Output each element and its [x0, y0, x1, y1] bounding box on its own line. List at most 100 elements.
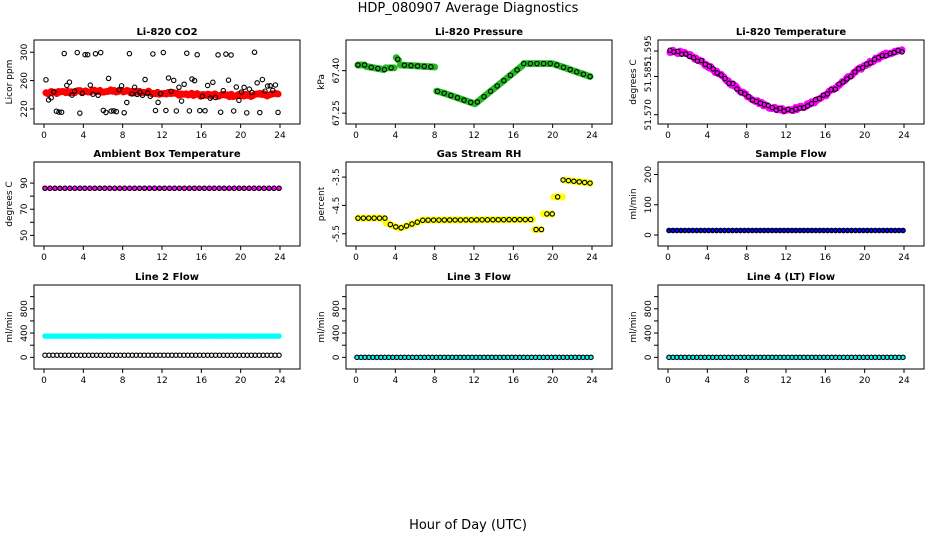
panel-gas-stream-rh-point: [560, 177, 566, 183]
panel-li-820-co2-point: [129, 91, 135, 97]
panel-ambient-box-temperature-point: [171, 185, 178, 192]
panel-li-820-co2-point: [225, 77, 232, 83]
panel-ambient-box-temperature-xtick-label: 4: [80, 253, 86, 263]
panel-li-820-pressure-xtick-label: 20: [547, 131, 559, 141]
panel-ambient-box-temperature-point: [77, 185, 83, 192]
panel-li-820-co2-point: [160, 49, 167, 56]
panel-sample-flow-ylabel: ml/min: [629, 188, 639, 219]
panel-line-4-lt-flow-xtick-label: 24: [898, 376, 910, 386]
panel-li-820-temperature-point: [734, 86, 740, 92]
panel-li-820-pressure-point: [355, 62, 361, 68]
panel-li-820-temperature-xtick-label: 20: [859, 131, 871, 141]
panel-li-820-co2-point: [238, 89, 245, 95]
panel-li-820-co2-point: [126, 50, 133, 57]
panel-ambient-box-temperature-point: [226, 185, 232, 192]
panel-li-820-pressure-ylabel: kPa: [317, 74, 327, 90]
panel-li-820-pressure-ytick-label: 67.40: [332, 58, 342, 84]
panel-li-820-co2-point: [275, 109, 281, 116]
panel-li-820-co2-point: [199, 93, 206, 100]
panel-li-820-temperature-point: [804, 103, 811, 109]
panel-gas-stream-rh-point: [554, 194, 561, 200]
panel-ambient-box-temperature-point: [47, 185, 53, 192]
panel-li-820-pressure-point: [481, 93, 487, 100]
panel-li-820-temperature-point: [859, 64, 866, 71]
panel-li-820-co2-point: [259, 76, 266, 83]
panel-li-820-temperature-point: [718, 72, 724, 78]
panel-sample-flow-frame: [657, 161, 925, 247]
panel-ambient-box-temperature-ytick-label: 90: [20, 177, 30, 189]
panel-li-820-co2-ylabel: Licor ppm: [5, 60, 15, 105]
panel-li-820-co2-point: [116, 87, 122, 93]
panel-line-2-flow-point: [276, 352, 282, 358]
panel-li-820-co2-point: [257, 109, 263, 116]
panel-gas-stream-rh-point: [441, 217, 448, 223]
panel-sample-flow-xtick-label: 12: [780, 253, 791, 263]
panel-li-820-temperature-point: [852, 69, 858, 75]
panel-ambient-box-temperature-point: [231, 185, 237, 192]
panel-li-820-temperature-point: [816, 95, 823, 102]
panel-gas-stream-rh-title: Gas Stream RH: [437, 149, 522, 160]
panel-li-820-co2-ytick-label: 300: [20, 43, 30, 60]
panel-li-820-temperature-point: [706, 63, 713, 69]
panel-li-820-temperature-ytick-label: 51.570: [644, 99, 654, 131]
panel-gas-stream-rh-point: [495, 216, 502, 223]
panel-li-820-co2-point: [97, 49, 104, 56]
panel-li-820-temperature: Li-820 Temperature degrees C 51.570 51.5855…: [629, 27, 925, 141]
panel-ambient-box-temperature-point: [271, 185, 277, 192]
panel-li-820-co2-point: [173, 108, 180, 114]
panel-line-3-flow-point: [588, 354, 594, 361]
panel-li-820-pressure-point: [540, 60, 547, 67]
panel-gas-stream-rh-ytick-label: -4.5: [332, 197, 342, 215]
panel-sample-flow-ytick-label: 200: [644, 166, 654, 183]
panel-ambient-box-temperature-point: [121, 185, 128, 192]
panel-li-820-co2-point: [210, 79, 216, 86]
panel-line-4-lt-flow-xtick-label: 4: [704, 376, 710, 386]
panel-gas-stream-rh-point: [576, 179, 582, 185]
panel-li-820-co2-point: [144, 90, 151, 96]
panel-line-2-flow-ytick-label: 800: [20, 300, 30, 317]
panel-li-820-co2-point: [121, 110, 127, 116]
panel-ambient-box-temperature-point: [141, 185, 148, 192]
panel-gas-stream-rh-series-raw: [354, 176, 594, 233]
panel-li-820-pressure-point: [441, 90, 447, 96]
panel-ambient-box-temperature-point: [211, 185, 218, 192]
panel-li-820-pressure-point: [401, 62, 408, 68]
panel-sample-flow-xtick-label: 20: [859, 253, 871, 263]
panel-li-820-pressure-point: [580, 71, 587, 77]
panel-li-820-co2-point: [157, 90, 164, 97]
panel-line-3-flow-xtick-label: 8: [432, 376, 438, 386]
panel-li-820-pressure-point: [520, 60, 527, 67]
panel-line-2-flow-xtick-label: 20: [235, 376, 247, 386]
panel-li-820-temperature-point: [844, 76, 850, 82]
panel-sample-flow-xtick-label: 8: [744, 253, 750, 263]
panel-li-820-co2-point: [48, 95, 54, 101]
panel-li-820-co2-point: [53, 108, 60, 114]
panel-li-820-co2: Li-820 CO2 Licor ppm 220 260 300 0 4 8 12 16 20 24: [5, 27, 301, 141]
panel-li-820-pressure-frame: [345, 39, 613, 125]
panel-li-820-co2-point: [249, 89, 255, 96]
panel-gas-stream-rh-point: [571, 178, 577, 184]
x-axis-label: Hour of Day (UTC): [409, 518, 527, 533]
panel-li-820-co2-point: [270, 87, 276, 94]
panel-line-3-flow-xtick-label: 0: [353, 376, 359, 386]
panel-li-820-temperature-point: [824, 91, 831, 97]
panel-li-820-co2-point: [74, 49, 81, 56]
panel-li-820-temperature-xtick-label: 8: [744, 131, 750, 141]
panel-gas-stream-rh: Gas Stream RH percent -5.5 -4.5 -3.5 0 4 8 12 16 2…: [317, 149, 613, 263]
panel-li-820-co2-xtick-label: 12: [156, 131, 167, 141]
panel-gas-stream-rh-point: [457, 217, 464, 223]
panel-ambient-box-temperature-point: [186, 185, 193, 192]
panel-line-4-lt-flow-xtick-label: 16: [820, 376, 832, 386]
panel-li-820-pressure-xtick-label: 24: [586, 131, 598, 141]
panel-gas-stream-rh-point: [473, 217, 480, 223]
panel-line-4-lt-flow-title: Line 4 (LT) Flow: [747, 272, 835, 283]
panel-ambient-box-temperature-point: [131, 185, 138, 192]
panel-li-820-temperature-point: [808, 100, 815, 107]
panel-li-820-co2-point: [105, 75, 112, 82]
panel-li-820-co2-point: [69, 92, 75, 98]
panel-line-4-lt-flow-frame: [657, 284, 925, 370]
panel-li-820-co2-ytick-label: 220: [20, 100, 30, 117]
panel-ambient-box-temperature-point: [216, 185, 223, 192]
panel-gas-stream-rh-point: [446, 217, 453, 223]
panel-line-2-flow-xtick-label: 8: [120, 376, 126, 386]
